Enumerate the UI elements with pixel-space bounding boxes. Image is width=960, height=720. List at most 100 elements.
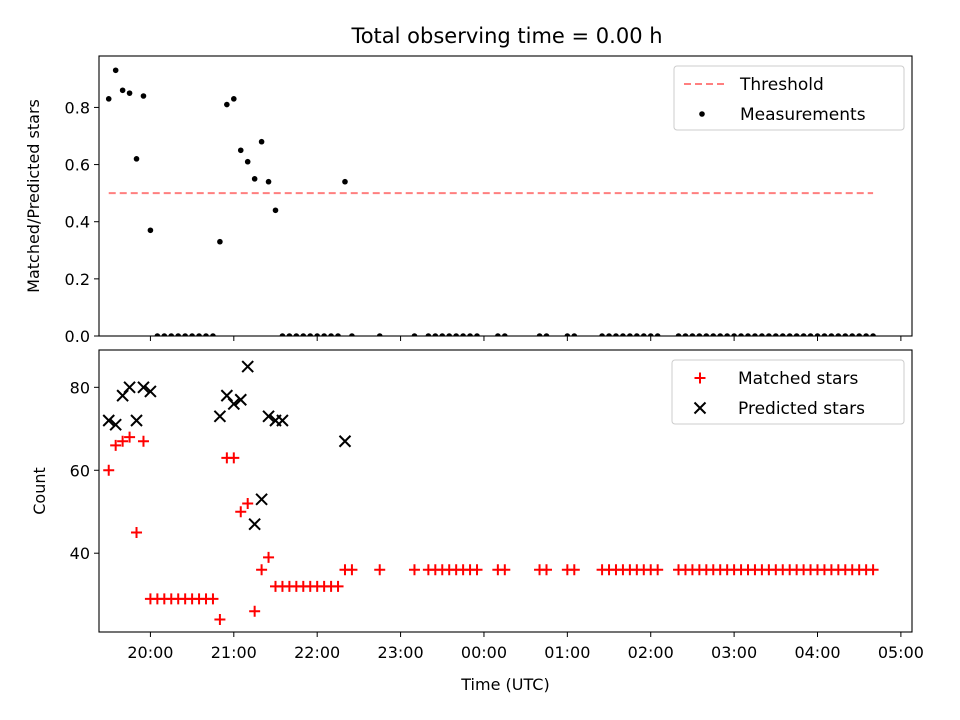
matched-stars-point: [117, 435, 129, 447]
measurements-point: [766, 333, 772, 336]
measurements-point: [814, 333, 821, 336]
measurements-point: [634, 333, 640, 336]
measurements-point: [328, 333, 334, 336]
matched-stars-point: [867, 564, 879, 576]
x-tick-label: 04:00: [794, 643, 840, 662]
y-tick-label: 80: [70, 378, 90, 397]
measurements-point: [112, 67, 119, 74]
legend-label: Threshold: [739, 75, 824, 95]
measurements-point: [543, 333, 550, 336]
measurements-point: [807, 333, 814, 336]
measurements-point: [724, 333, 730, 336]
measurements-point: [842, 333, 849, 336]
measurements-point: [717, 333, 724, 336]
legend-frame: [671, 359, 905, 425]
matched-stars-point: [249, 605, 261, 617]
measurements-point: [307, 333, 314, 336]
predicted-stars-point: [262, 410, 275, 423]
measurements-point: [752, 333, 758, 336]
legend-frame: [673, 65, 905, 131]
measurements-point: [314, 333, 320, 336]
matched-stars-point: [124, 431, 136, 443]
measurements-point: [411, 333, 418, 336]
matched-stars-point: [137, 435, 149, 447]
y-tick-label: 0.6: [65, 156, 90, 175]
measurements-point: [689, 333, 696, 336]
measurements-point: [731, 333, 737, 336]
figure-title: Total observing time = 0.00 h: [350, 24, 662, 48]
x-tick-label: 20:00: [127, 643, 173, 662]
legend-label: Matched stars: [738, 369, 858, 389]
measurements-point: [251, 176, 258, 182]
measurements-point: [467, 333, 473, 336]
legend-measurements-swatch: [699, 111, 705, 117]
measurements-point: [321, 333, 327, 336]
measurements-point: [231, 96, 237, 102]
measurements-point: [182, 333, 188, 336]
measurements-point: [439, 333, 446, 336]
measurements-point: [196, 333, 202, 336]
y-tick-label: 0.2: [65, 270, 90, 289]
measurements-point: [432, 333, 439, 336]
measurements-point: [779, 333, 786, 336]
measurements-point: [147, 227, 154, 234]
measurements-point: [675, 333, 682, 336]
measurements-point: [536, 333, 543, 336]
predicted-stars-point: [123, 381, 136, 394]
measurements-point: [495, 333, 501, 336]
legend-predicted-stars-swatch: [693, 401, 707, 415]
measurements-point: [613, 333, 619, 336]
measurements-point: [773, 333, 779, 336]
predicted-stars-point: [248, 517, 261, 531]
measurements-point: [161, 333, 168, 336]
measurements-point: [620, 333, 626, 336]
measurements-point: [856, 333, 862, 336]
matched-stars-point: [568, 564, 580, 576]
measurements-point: [654, 333, 661, 336]
top-panel: 0.0 0.2 0.4 0.6 0.8 Matched/Predicted stars Th…: [24, 55, 913, 346]
measurements-point: [703, 333, 710, 336]
measurements-point: [203, 333, 209, 336]
measurements-point: [786, 333, 793, 336]
measurements-point: [606, 333, 612, 336]
measurements-point: [189, 333, 195, 336]
measurements-point: [224, 101, 230, 108]
measurements-point: [349, 333, 355, 336]
measurements-point: [133, 156, 140, 162]
x-tick-label: 22:00: [294, 643, 340, 662]
measurements-point: [460, 333, 466, 336]
predicted-stars-point: [241, 360, 254, 373]
measurements-point: [682, 333, 689, 336]
matched-stars-point: [471, 564, 483, 576]
measurements-point: [119, 87, 126, 94]
y-tick-label: 60: [70, 461, 90, 480]
measurements-point: [217, 238, 223, 245]
measurements-point: [446, 333, 453, 336]
measurements-point: [849, 333, 856, 336]
matched-stars-point: [214, 614, 226, 626]
matched-stars-point: [242, 497, 254, 509]
x-tick-label: 02:00: [628, 643, 674, 662]
predicted-stars-point: [109, 418, 122, 431]
plot-marks: [105, 67, 876, 336]
measurements-point: [863, 333, 869, 336]
predicted-stars-point: [130, 414, 143, 427]
x-tick-label: 05:00: [878, 643, 924, 662]
measurements-point: [105, 96, 112, 102]
measurements-point: [335, 333, 341, 336]
predicted-stars-point: [144, 385, 157, 398]
measurements-point: [425, 333, 432, 336]
measurements-point: [300, 333, 307, 336]
x-tick-label: 00:00: [461, 643, 507, 662]
measurements-point: [272, 207, 279, 214]
matched-stars-point: [332, 580, 344, 592]
measurements-point: [696, 333, 703, 336]
measurements-point: [279, 333, 286, 336]
measurements-point: [640, 333, 647, 336]
matched-stars-point: [110, 439, 122, 451]
measurements-point: [474, 333, 480, 336]
x-axis-label: Time (UTC): [460, 675, 549, 694]
measurements-point: [627, 333, 633, 336]
measurements-point: [210, 333, 216, 336]
